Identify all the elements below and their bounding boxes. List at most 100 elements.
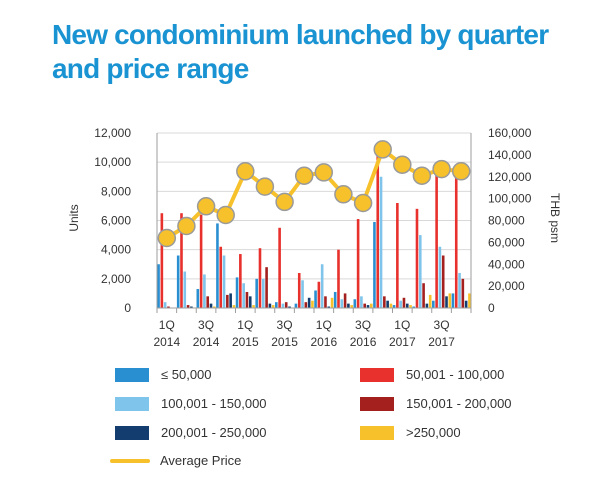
bar: [392, 305, 396, 308]
bar: [363, 303, 367, 309]
x-tick-quarter: 3Q: [277, 318, 293, 332]
x-tick-quarter: 3Q: [434, 318, 450, 332]
bar: [468, 293, 471, 308]
bar: [167, 306, 170, 308]
bar: [376, 144, 380, 308]
bar: [242, 283, 245, 308]
bar: [239, 254, 242, 308]
bar: [248, 296, 252, 308]
bar: [386, 300, 389, 308]
y2-tick-label: 140,000: [488, 148, 532, 162]
y2-tick-label: 40,000: [488, 257, 525, 271]
bar: [203, 274, 206, 308]
y-tick-label: 4,000: [101, 243, 131, 257]
bar: [281, 303, 285, 309]
average-price-point: [255, 177, 275, 196]
y2-tick-label: 80,000: [488, 214, 525, 228]
bar: [428, 294, 432, 309]
x-tick-year: 2017: [428, 335, 455, 349]
bar: [399, 300, 402, 308]
bar: [448, 293, 452, 308]
x-tick-year: 2016: [350, 335, 377, 349]
y-tick-label: 8,000: [101, 184, 131, 198]
average-price-point: [294, 166, 314, 185]
axes: [156, 133, 472, 313]
bar: [418, 235, 422, 308]
bar: [383, 296, 386, 308]
bar: [360, 296, 363, 308]
bar: [379, 176, 383, 308]
bar: [422, 283, 425, 308]
bar: [340, 299, 344, 308]
bar: [304, 302, 308, 308]
bar: [219, 246, 223, 308]
y2-tick-label: 60,000: [488, 235, 525, 249]
x-tick-year: 2014: [193, 335, 220, 349]
bar: [196, 289, 200, 308]
bar: [432, 300, 435, 308]
y-axis-label: Units: [67, 204, 81, 231]
average-price-point: [157, 228, 177, 248]
y2-tick-label: 20,000: [488, 279, 525, 293]
average-price-point: [216, 205, 235, 225]
bar: [412, 306, 415, 308]
bar: [261, 278, 265, 308]
bar: [258, 248, 262, 308]
bar: [265, 267, 268, 308]
average-price-point: [177, 216, 196, 236]
bar: [337, 249, 340, 308]
x-ticks: 1Q 2014 3Q 2014 1Q 2015 3Q 2015 1Q 2016 3Q 2016 1Q 20…: [153, 318, 455, 349]
bar: [314, 290, 317, 308]
bar: [186, 305, 190, 308]
bar: [458, 273, 461, 308]
x-tick-quarter: 3Q: [355, 318, 371, 332]
bar: [451, 293, 455, 308]
bar: [235, 277, 239, 309]
y-tick-label: 10,000: [94, 155, 131, 169]
x-tick-year: 2017: [389, 335, 416, 349]
bar: [373, 221, 376, 308]
bar: [222, 255, 226, 308]
chart-title-line-1: New condominium launched by quarter: [52, 19, 549, 50]
average-price-point: [432, 159, 451, 179]
y2-axis-label: THB psm: [548, 193, 562, 243]
bar: [226, 294, 229, 309]
x-tick-quarter: 1Q: [237, 318, 253, 332]
y-tick-label: 12,000: [94, 126, 131, 140]
bar: [232, 305, 236, 308]
bar: [405, 303, 409, 309]
bar: [255, 278, 258, 308]
bar: [347, 303, 350, 309]
average-price-point: [412, 166, 432, 185]
bar: [353, 299, 357, 308]
bar: [176, 255, 180, 308]
bar: [294, 303, 298, 309]
bar: [209, 303, 213, 309]
bar: [190, 306, 193, 308]
bar: [396, 203, 399, 308]
bar: [301, 280, 304, 308]
bar: [271, 305, 275, 308]
average-price-line: [157, 140, 471, 248]
average-price-point: [334, 185, 353, 204]
bar: [160, 213, 164, 308]
bar: [445, 296, 448, 308]
bar: [454, 166, 458, 308]
bar: [402, 297, 406, 308]
bar: [216, 223, 219, 308]
bar: [199, 214, 203, 308]
y-tick-label: 0: [124, 301, 131, 315]
bar: [330, 297, 334, 308]
bar: [163, 302, 167, 308]
average-price-point: [314, 163, 334, 182]
bar: [389, 303, 393, 309]
bar: [324, 296, 327, 308]
gridlines: [157, 132, 471, 280]
x-tick-quarter: 1Q: [394, 318, 410, 332]
x-tick-year: 2015: [232, 335, 259, 349]
bar: [425, 303, 429, 309]
bar: [278, 227, 281, 308]
bar: [317, 281, 321, 308]
y-tick-label: 6,000: [101, 214, 131, 228]
